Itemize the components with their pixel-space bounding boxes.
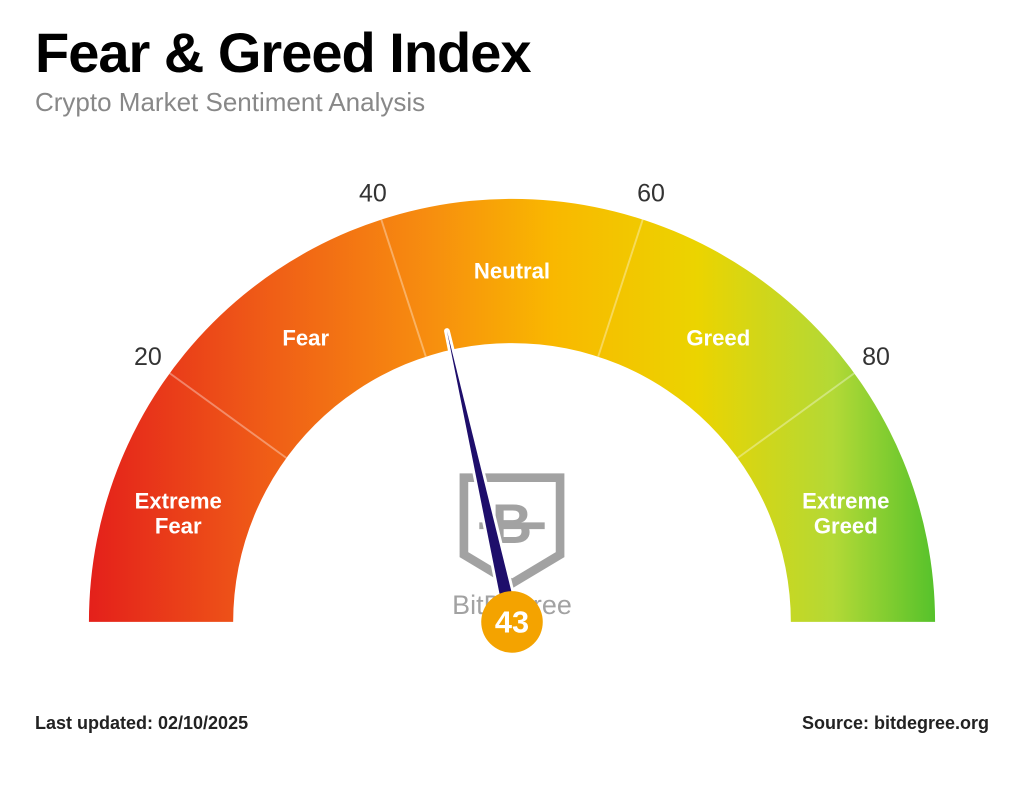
gauge-segment-label: ExtremeGreed (802, 489, 889, 539)
gauge-tick-label: 60 (637, 180, 665, 208)
gauge-tick-label: 20 (134, 343, 162, 371)
gauge-chart: 20406080ExtremeFearFearNeutralGreedExtre… (42, 170, 982, 670)
gauge-segment-label: Fear (282, 326, 329, 351)
gauge-value-text: 43 (495, 605, 529, 640)
page-title: Fear & Greed Index (35, 20, 531, 85)
gauge-segment-label: Greed (686, 326, 750, 351)
gauge-tick-label: 80 (862, 343, 890, 371)
source-label: Source: bitdegree.org (802, 713, 989, 734)
page-subtitle: Crypto Market Sentiment Analysis (35, 87, 531, 118)
gauge-segment-label: Neutral (474, 259, 550, 284)
gauge-tick-label: 40 (359, 180, 387, 208)
last-updated-label: Last updated: 02/10/2025 (35, 713, 248, 734)
